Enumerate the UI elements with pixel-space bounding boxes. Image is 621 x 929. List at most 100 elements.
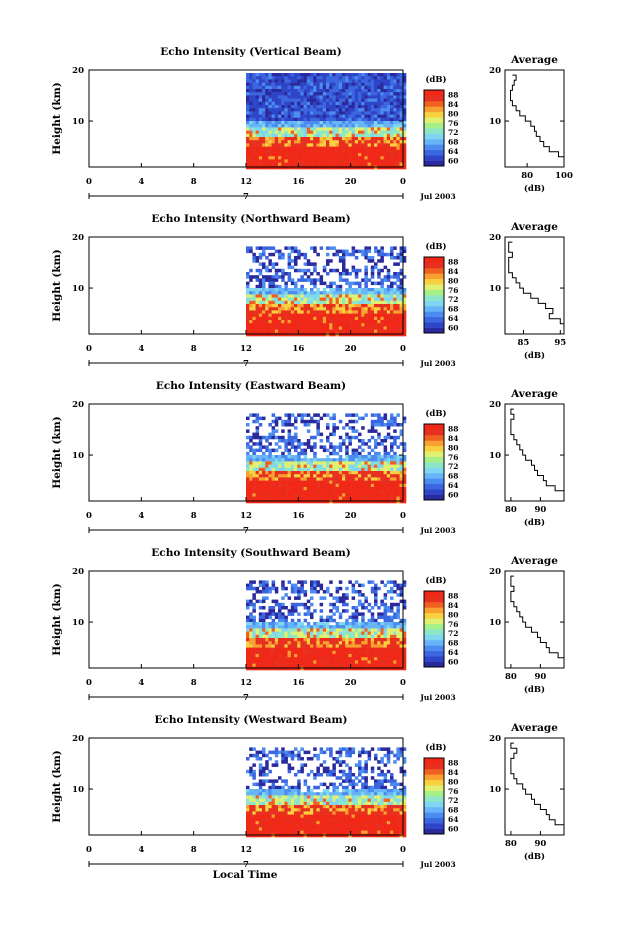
heatmap-cell xyxy=(246,654,250,658)
colorbar-swatch xyxy=(424,133,444,140)
heatmap-cell xyxy=(393,580,397,584)
x-tick-label: 0 xyxy=(400,511,406,521)
heatmap-cell xyxy=(262,641,266,645)
heatmap-cell xyxy=(402,82,407,87)
heatmap-cell xyxy=(319,316,324,321)
heatmap-cell xyxy=(281,747,285,751)
heatmap-cell xyxy=(265,650,269,655)
heatmap-cell xyxy=(258,657,263,661)
heatmap-cell xyxy=(358,467,362,472)
heatmap-cell xyxy=(402,95,407,99)
heatmap-cell xyxy=(297,654,301,658)
heatmap-cell xyxy=(278,332,282,337)
heatmap-cell xyxy=(361,455,365,459)
heatmap-cell xyxy=(338,320,343,324)
heatmap-cell xyxy=(252,329,256,334)
heatmap-cell xyxy=(335,310,340,314)
heatmap-cell xyxy=(278,666,282,671)
heatmap-cell xyxy=(300,471,304,475)
heatmap-cell xyxy=(316,111,320,115)
heatmap-cell xyxy=(377,316,381,321)
heatmap-cell xyxy=(380,499,384,504)
heatmap-cell xyxy=(297,647,301,652)
heatmap-cell xyxy=(374,140,378,144)
heatmap-cell xyxy=(303,480,308,485)
heatmap-cell xyxy=(252,628,256,632)
heatmap-cell xyxy=(249,294,253,298)
x-tick-label: 0 xyxy=(400,678,406,688)
heatmap-cell xyxy=(310,143,314,147)
heatmap-cell xyxy=(249,95,253,99)
heatmap-cell xyxy=(377,612,381,616)
heatmap-cell xyxy=(396,663,400,668)
heatmap-cell xyxy=(258,165,263,170)
heatmap-cell xyxy=(390,496,394,501)
heatmap-cell xyxy=(383,121,388,125)
heatmap-cell xyxy=(393,262,397,266)
heatmap-cell xyxy=(332,660,336,664)
heatmap-cell xyxy=(294,101,298,106)
heatmap-cell xyxy=(380,79,384,83)
heatmap-cell xyxy=(370,612,375,616)
heatmap-cell xyxy=(338,291,343,295)
heatmap-cell xyxy=(374,483,378,488)
heatmap-cell xyxy=(370,140,375,144)
heatmap-cell xyxy=(255,599,260,604)
heatmap-cell xyxy=(294,634,298,639)
heatmap-cell xyxy=(255,458,260,462)
heatmap-cell xyxy=(316,666,320,671)
heatmap-cell xyxy=(377,474,381,478)
heatmap-cell xyxy=(358,332,362,337)
heatmap-cell xyxy=(310,458,314,462)
heatmap-cell xyxy=(348,471,352,475)
colorbar-swatch xyxy=(424,478,444,485)
heatmap-cell xyxy=(326,111,330,115)
heatmap-cell xyxy=(300,294,304,298)
heatmap-cell xyxy=(361,146,365,151)
heatmap-cell xyxy=(319,432,324,437)
heatmap-cell xyxy=(364,474,368,478)
heatmap-cell xyxy=(338,153,343,157)
heatmap-cell xyxy=(358,599,362,604)
heatmap-cell xyxy=(258,114,263,119)
heatmap-cell xyxy=(367,130,372,135)
heatmap-cell xyxy=(252,143,256,147)
heatmap-cell xyxy=(348,114,352,119)
heatmap-cell xyxy=(319,487,324,491)
heatmap-cell xyxy=(358,143,362,147)
heatmap-cell xyxy=(287,493,292,497)
heatmap-cell xyxy=(332,423,336,427)
heatmap-cell xyxy=(297,641,301,645)
heatmap-cell xyxy=(265,647,269,652)
heatmap-cell xyxy=(322,654,327,658)
heatmap-cell xyxy=(322,647,327,652)
heatmap-cell xyxy=(271,288,276,292)
heatmap-cell xyxy=(386,117,391,122)
heatmap-cell xyxy=(319,82,324,87)
heatmap-cell xyxy=(290,602,295,607)
heatmap-cell xyxy=(297,310,301,314)
heatmap-cell xyxy=(370,413,375,417)
heatmap-cell xyxy=(364,304,368,308)
heatmap-cell xyxy=(342,133,346,138)
heatmap-cell xyxy=(338,297,343,302)
heatmap-cell xyxy=(258,490,263,494)
heatmap-cell xyxy=(351,281,356,286)
heatmap-cell xyxy=(383,137,388,141)
heatmap-cell xyxy=(354,641,359,645)
heatmap-cell xyxy=(402,111,407,115)
heatmap-cell xyxy=(393,291,397,295)
heatmap-cell xyxy=(329,284,333,289)
heatmap-cell xyxy=(274,300,279,305)
heatmap-cell xyxy=(338,140,343,144)
heatmap-cell xyxy=(294,156,298,160)
heatmap-cell xyxy=(255,307,260,311)
heatmap-cell xyxy=(332,117,336,122)
heatmap-cell xyxy=(300,300,304,305)
heatmap-cell xyxy=(335,590,340,594)
average-profile-line xyxy=(510,575,565,663)
heatmap-cell xyxy=(255,657,260,661)
heatmap-cell xyxy=(338,73,343,77)
heatmap-cell xyxy=(329,493,333,497)
heatmap-cell xyxy=(402,666,407,671)
